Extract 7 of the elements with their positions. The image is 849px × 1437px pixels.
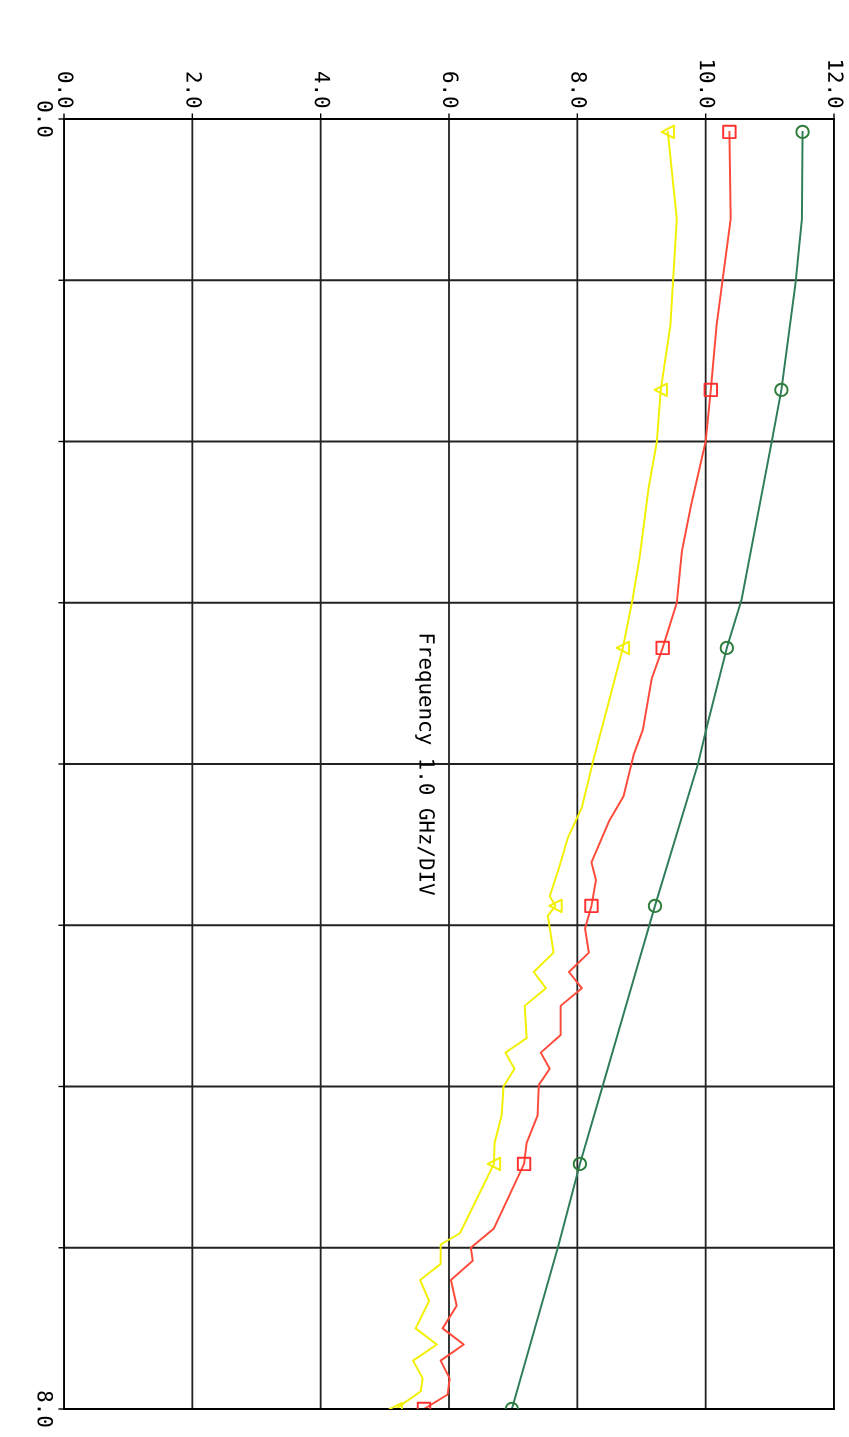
x-tick-label: 2.0 <box>186 72 202 108</box>
x-tick-label: 10.0 <box>699 60 716 108</box>
x-tick-label: 8.0 <box>571 72 587 108</box>
y-axis-title: Frequency 1.0 GHz/DIV <box>415 634 435 896</box>
x-tick-label: 12.0 <box>827 60 844 108</box>
x-tick-label: 4.0 <box>314 71 331 108</box>
x-tick-label: 6.0 <box>442 72 459 108</box>
